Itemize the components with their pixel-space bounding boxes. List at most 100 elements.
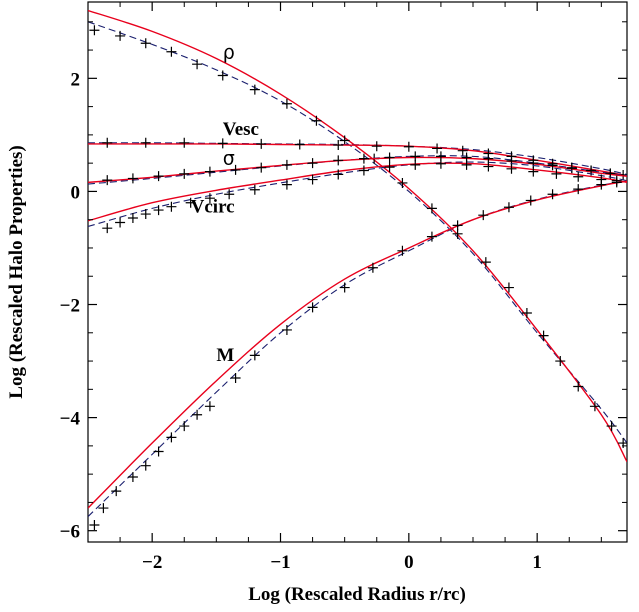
series-0-point [217,70,228,81]
series-2-point [384,152,395,163]
series-1-model-line [88,143,627,177]
x-tick-label: −1 [270,552,290,573]
series-4-point [307,302,318,313]
series-3-point [281,179,292,190]
series-4-point [153,446,164,457]
series-0-point [618,438,627,449]
series-3-point [127,213,138,223]
series-2-point [566,163,577,174]
series-0-point [397,177,408,188]
series-2-point [547,160,558,171]
series-4-point [249,350,260,361]
y-axis-title: Log (Rescaled Halo Properties) [6,145,27,398]
series-4-point [573,184,584,195]
series-4-point [611,177,622,188]
series-3-point [153,205,164,216]
series-2-point [410,151,421,162]
series-4-point [140,460,151,471]
series-2-point [179,168,190,179]
series-3-point [185,197,196,208]
series-0-point [115,30,126,41]
series-0-point [89,25,100,36]
series-4-point [192,409,203,420]
y-tick-label: −2 [60,296,80,317]
series-2-point [281,159,292,170]
series-3-point [102,223,113,234]
series-3-point [115,217,126,228]
series-4-point [503,202,514,213]
series-2-point [230,164,241,175]
series-4-point [127,471,138,482]
series-3-point [204,193,215,204]
series-4-point [397,245,408,256]
series-4-point [547,189,558,200]
series-2-point [127,173,138,184]
curve-labels-layer: ρ Vesc σ Vcirc M [191,42,259,367]
ticks-layer: −2 −1 0 1 2 0 −2 −4 −6 [60,2,627,573]
series-4-point [596,179,607,190]
curve-label: Vesc [223,119,259,140]
series-2-point [204,166,215,177]
series-0-point [589,401,600,412]
series-0-model-line [88,9,627,463]
series-0-point [166,46,177,57]
x-axis-title: Log (Rescaled Radius r/rc) [248,584,466,605]
y-tick-label: −4 [60,409,81,430]
series-1-point [294,139,305,150]
series-2-point [358,153,369,164]
y-tick-label: 0 [71,182,81,203]
series-1-point [179,137,190,148]
x-tick-label: −2 [142,552,162,573]
series-1-point [102,137,113,148]
series-1-point [371,141,382,152]
series-3-point [461,159,472,170]
series-1-point [457,145,468,156]
series-2-point [333,155,344,166]
series-4-point [367,262,378,273]
series-4-point [426,231,437,242]
series-3-point [249,184,260,195]
series-3-point [358,165,369,176]
series-4-point [339,282,350,293]
series-0-point [192,59,203,70]
series-4-point [204,401,215,412]
series-3-point [333,169,344,180]
curves-layer [88,9,627,531]
series-1-point [140,137,151,148]
curve-label: σ [223,147,235,169]
series-3-point [384,162,395,173]
series-0-point [503,282,514,293]
series-4-point [452,220,463,231]
series-3-point [410,159,421,170]
series-3-point [506,163,517,174]
series-4-model-line [88,180,627,509]
series-3-point [166,201,177,212]
series-2-point [153,171,164,182]
series-4-point [179,421,190,432]
series-0-fit-line [88,21,627,444]
series-1-fit-line [88,142,627,175]
series-1-point [403,141,414,152]
x-tick-label: 1 [532,552,542,573]
x-tick-label: 0 [404,552,414,573]
series-2-point [528,158,539,169]
curve-label: Vcirc [191,196,235,217]
series-2-point [102,175,113,186]
curve-label: ρ [223,42,235,64]
series-3-point [528,166,539,177]
series-3-point [483,161,494,172]
series-0-point [140,38,151,49]
series-4-point [230,373,241,384]
series-3-point [551,168,562,179]
series-4-point [281,324,292,335]
series-0-point [426,203,437,214]
series-4-fit-line [88,180,627,517]
series-1-point [217,138,228,149]
series-0-point [452,228,463,239]
series-0-point [339,135,350,146]
series-3-fit-line [88,161,627,228]
series-0-point [555,356,566,367]
series-1-point [432,143,443,154]
series-1-point [333,140,344,151]
series-0-point [521,307,532,318]
